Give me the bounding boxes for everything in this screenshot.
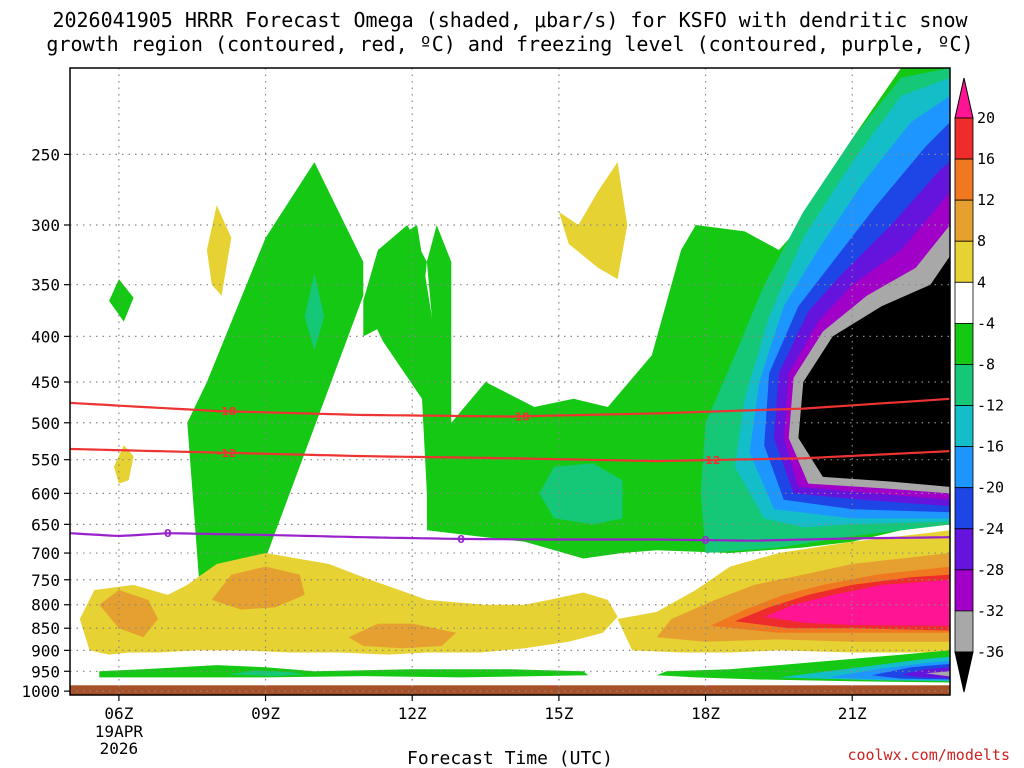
colorbar-segment [954, 569, 974, 612]
colorbar-segment [954, 117, 974, 160]
omega-region [925, 671, 950, 677]
colorbar-label: 16 [977, 150, 995, 168]
x-axis-label: Forecast Time (UTC) [407, 748, 613, 768]
y-axis: 250 300 350 400 450 500 550 600 650 700 750 800 850 9… [21, 145, 70, 701]
omega-region [211, 566, 305, 610]
colorbar: 20 16 12 8 4 -4 -8 -12 -16 -20 -24 -28 -32 -36 [954, 77, 1004, 693]
omega-region [109, 279, 134, 322]
colorbar-label: -20 [977, 479, 1004, 497]
y-tick-label: 600 [31, 484, 60, 503]
colorbar-label: -8 [977, 355, 995, 373]
colorbar-segment [954, 240, 974, 283]
ground-surface [70, 685, 950, 695]
omega-region [798, 256, 950, 487]
chart-title-line-2: growth region (contoured, red, ºC) and f… [46, 32, 973, 56]
omega-region [539, 463, 623, 525]
colorbar-segment [954, 364, 974, 406]
colorbar-label: -28 [977, 561, 1004, 579]
y-tick-label: 700 [31, 544, 60, 563]
y-tick-label: 900 [31, 641, 60, 660]
colorbar-bottom-arrow [954, 651, 974, 693]
x-date-label: 2026 [100, 739, 139, 758]
omega-region [187, 162, 364, 651]
x-tick-label: 15Z [544, 704, 573, 723]
colorbar-label: 12 [977, 191, 995, 209]
colorbar-label: 20 [977, 109, 995, 127]
colorbar-label: 4 [977, 273, 986, 291]
y-tick-label: 650 [31, 515, 60, 534]
omega-region [304, 273, 325, 351]
x-date-label: 19APR [95, 722, 144, 741]
omega-region [79, 553, 618, 655]
y-tick-label: 950 [31, 662, 60, 681]
contour-line [69, 447, 951, 463]
y-tick-label: 250 [31, 145, 60, 164]
chart-title-line-1: 2026041905 HRRR Forecast Omega (shaded, … [52, 8, 968, 32]
omega-field [70, 68, 950, 695]
colorbar-label: -4 [977, 314, 995, 332]
y-tick-label: 850 [31, 619, 60, 638]
contour-label: -18 [217, 405, 237, 418]
omega-region [348, 623, 457, 649]
colorbar-label: -12 [977, 397, 1004, 415]
colorbar-segment [954, 158, 974, 201]
omega-region [363, 225, 437, 494]
contour-line [69, 532, 951, 542]
plot-area: -18 -18 -12 -12 0 0 0 [69, 67, 951, 696]
colorbar-top-arrow [954, 77, 974, 119]
contour-lines: -18 -18 -12 -12 0 0 0 [69, 397, 951, 547]
y-tick-label: 400 [31, 327, 60, 346]
colorbar-segment [954, 446, 974, 489]
contour-label: -12 [217, 447, 237, 460]
x-tick-label: 21Z [838, 704, 867, 723]
credit-text: coolwx.com/modelts [847, 746, 1010, 764]
omega-region [558, 162, 628, 280]
y-tick-label: 450 [31, 373, 60, 392]
contour-label: 0 [164, 527, 172, 540]
contour-line [69, 397, 951, 418]
omega-region [206, 205, 232, 296]
y-tick-label: 350 [31, 276, 60, 295]
y-tick-label: 750 [31, 571, 60, 590]
y-tick-label: 1000 [21, 682, 60, 701]
x-tick-label: 18Z [691, 704, 720, 723]
grid-lines [70, 68, 950, 695]
omega-region [764, 579, 950, 626]
colorbar-segment [954, 405, 974, 448]
contour-label: -12 [701, 454, 721, 467]
x-tick-label: 09Z [251, 704, 280, 723]
colorbar-segment [954, 281, 974, 324]
colorbar-segment [954, 528, 974, 571]
colorbar-label: 8 [977, 232, 986, 250]
omega-region [114, 445, 134, 484]
y-tick-label: 300 [31, 216, 60, 235]
y-tick-label: 800 [31, 596, 60, 615]
colorbar-segment [954, 199, 974, 242]
colorbar-label: -16 [977, 438, 1004, 456]
omega-region [99, 590, 158, 638]
omega-region [901, 667, 950, 679]
colorbar-segment [954, 322, 974, 365]
y-tick-label: 500 [31, 414, 60, 433]
colorbar-label: -24 [977, 520, 1004, 538]
colorbar-label: -36 [977, 643, 1004, 661]
colorbar-segment [954, 610, 974, 653]
x-tick-label: 12Z [398, 704, 427, 723]
y-tick-label: 550 [31, 451, 60, 470]
colorbar-label: -32 [977, 602, 1004, 620]
colorbar-segment [954, 487, 974, 530]
contour-label: -18 [510, 410, 530, 423]
x-tick-label: 06Z [104, 704, 133, 723]
contour-label: 0 [457, 533, 465, 546]
contour-label: 0 [702, 534, 710, 547]
